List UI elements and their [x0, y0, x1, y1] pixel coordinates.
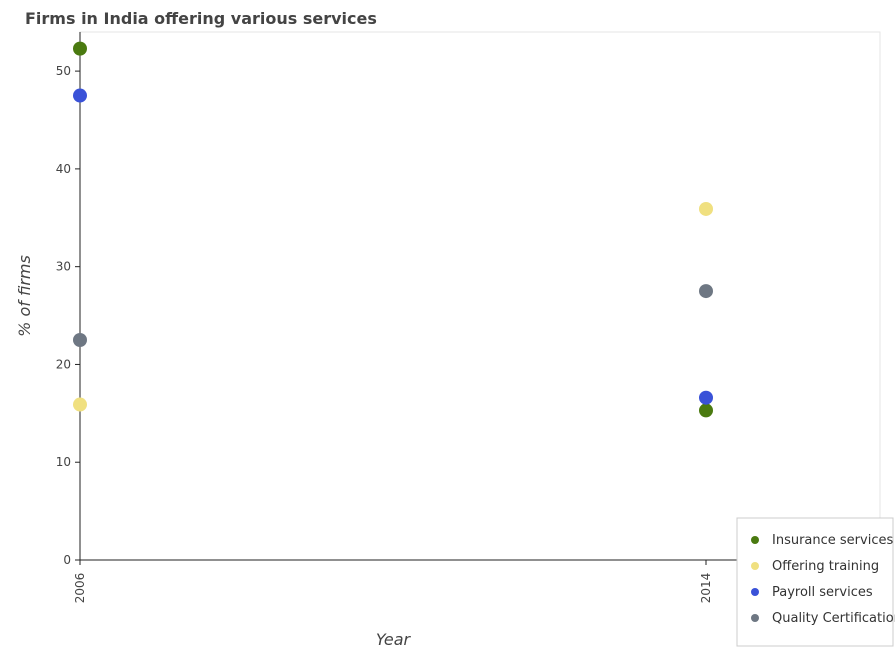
legend-label: Quality Certification [772, 611, 895, 626]
y-tick-label: 20 [56, 357, 71, 371]
legend-label: Payroll services [772, 585, 873, 600]
data-point [73, 88, 87, 103]
legend-marker [751, 614, 759, 622]
legend-box [736, 517, 894, 647]
x-tick-label: 2006 [73, 573, 87, 604]
plot-frame [79, 31, 881, 561]
data-point [73, 333, 87, 347]
y-tick-label: 40 [56, 162, 71, 176]
data-points [73, 41, 713, 418]
y-tick-label: 10 [56, 455, 71, 469]
y-axis-label: % of firms [15, 255, 34, 337]
legend-marker [751, 562, 759, 570]
y-tick-label: 30 [56, 260, 71, 274]
data-point [699, 201, 713, 216]
legend-marker [751, 536, 759, 544]
y-tick-label: 50 [56, 64, 71, 78]
x-tick-label: 2014 [699, 573, 713, 604]
data-point [73, 41, 87, 56]
legend: Insurance services Offering training Payro… [736, 517, 895, 647]
x-ticks: 2006 2014 [73, 560, 713, 603]
legend-marker [751, 588, 759, 596]
legend-label: Offering training [772, 559, 879, 574]
y-ticks: 0 10 20 30 40 50 [56, 64, 80, 567]
data-point [699, 284, 713, 299]
y-tick-label: 0 [63, 553, 71, 567]
chart-title: Firms in India offering various services [25, 9, 377, 28]
data-point [699, 403, 713, 418]
plot-area: 0 10 20 30 40 50 2006 2014 [56, 31, 881, 603]
data-point [73, 397, 87, 412]
x-axis-label: Year [376, 630, 412, 649]
legend-label: Insurance services [772, 533, 893, 548]
data-point [699, 390, 713, 405]
